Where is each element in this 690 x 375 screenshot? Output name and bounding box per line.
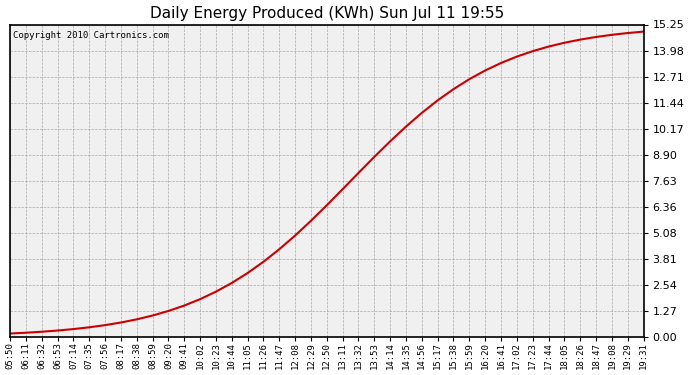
Title: Daily Energy Produced (KWh) Sun Jul 11 19:55: Daily Energy Produced (KWh) Sun Jul 11 1… bbox=[150, 6, 504, 21]
Text: Copyright 2010 Cartronics.com: Copyright 2010 Cartronics.com bbox=[13, 31, 169, 40]
